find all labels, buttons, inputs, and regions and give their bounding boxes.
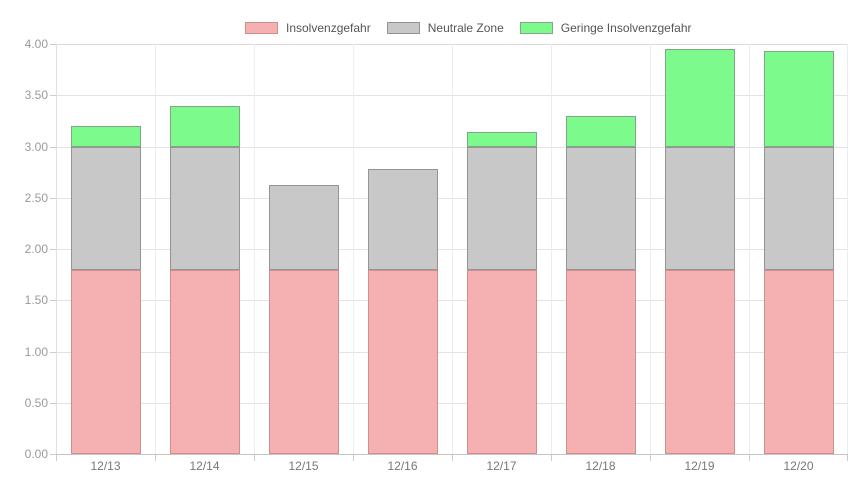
plot-area (50, 44, 848, 461)
y-tick-label: 3.00 (24, 139, 48, 154)
legend-swatch-red (245, 22, 278, 34)
x-axis-tick (353, 455, 354, 461)
bar-segment-12/13-neutrale-zone[interactable] (70, 146, 141, 270)
y-axis-tick (50, 403, 56, 404)
bar-segment-12/16-insolvenzgefahr[interactable] (367, 269, 438, 454)
bar-segment-12/14-insolvenzgefahr[interactable] (169, 269, 240, 454)
bar-segment-12/20-insolvenzgefahr[interactable] (763, 269, 834, 454)
y-axis-tick (50, 147, 56, 148)
y-axis-tick (50, 352, 56, 353)
bar-segment-12/16-neutrale-zone[interactable] (367, 169, 438, 270)
v-gridline (452, 44, 453, 454)
bar-segment-12/19-geringe-insolvenzgefahr[interactable] (664, 49, 735, 147)
y-axis-tick (50, 44, 56, 45)
legend-item-insolvenzgefahr[interactable]: Insolvenzgefahr (245, 21, 371, 35)
v-gridline (551, 44, 552, 454)
y-axis-tick (50, 300, 56, 301)
legend-item-neutrale-zone[interactable]: Neutrale Zone (386, 21, 504, 35)
y-tick-label: 4.00 (24, 37, 48, 51)
y-tick-label: 0.50 (24, 395, 48, 410)
bar-segment-12/18-insolvenzgefahr[interactable] (565, 269, 636, 454)
v-gridline (353, 44, 354, 454)
x-tick-label: 12/18 (585, 459, 616, 473)
legend-label-neutrale-zone: Neutrale Zone (427, 21, 504, 35)
v-gridline (155, 44, 156, 454)
y-axis-tick (50, 454, 56, 455)
y-tick-label: 3.50 (24, 88, 48, 103)
v-gridline (650, 44, 651, 454)
bar-segment-12/13-geringe-insolvenzgefahr[interactable] (70, 126, 141, 147)
legend-label-insolvenzgefahr: Insolvenzgefahr (286, 21, 371, 35)
x-axis-tick (155, 455, 156, 461)
x-tick-label: 12/14 (189, 459, 220, 473)
x-tick-label: 12/20 (783, 459, 814, 473)
bar-segment-12/19-neutrale-zone[interactable] (664, 146, 735, 270)
bar-segment-12/18-geringe-insolvenzgefahr[interactable] (565, 115, 636, 147)
chart-legend: Insolvenzgefahr Neutrale Zone Geringe In… (245, 21, 692, 35)
x-tick-label: 12/17 (486, 459, 517, 473)
bar-segment-12/14-geringe-insolvenzgefahr[interactable] (169, 105, 240, 147)
x-tick-label: 12/19 (684, 459, 715, 473)
y-axis-tick (50, 198, 56, 199)
y-tick-label: 1.00 (24, 344, 48, 359)
bar-segment-12/20-geringe-insolvenzgefahr[interactable] (763, 51, 834, 147)
x-tick-label: 12/15 (288, 459, 319, 473)
bar-segment-12/17-geringe-insolvenzgefahr[interactable] (466, 132, 537, 147)
bar-segment-12/19-insolvenzgefahr[interactable] (664, 269, 735, 454)
legend-swatch-green (519, 22, 553, 34)
bar-segment-12/13-insolvenzgefahr[interactable] (70, 269, 141, 454)
y-tick-label: 0.00 (24, 447, 48, 461)
bar-segment-12/17-neutrale-zone[interactable] (466, 146, 537, 270)
y-tick-label: 2.00 (24, 242, 48, 256)
x-axis-tick (452, 455, 453, 461)
x-axis-tick (254, 455, 255, 461)
bar-segment-12/15-insolvenzgefahr[interactable] (268, 269, 339, 454)
x-axis-tick (56, 455, 57, 461)
x-axis-tick (551, 455, 552, 461)
x-axis-tick (650, 455, 651, 461)
bar-segment-12/20-neutrale-zone[interactable] (763, 146, 834, 270)
x-axis-tick (749, 455, 750, 461)
x-tick-label: 12/13 (90, 459, 121, 473)
y-axis-tick (50, 95, 56, 96)
bar-segment-12/17-insolvenzgefahr[interactable] (466, 269, 537, 454)
legend-swatch-gray (386, 22, 420, 34)
bar-segment-12/15-neutrale-zone[interactable] (268, 185, 339, 270)
y-tick-label: 1.50 (24, 293, 48, 308)
y-tick-label: 2.50 (24, 190, 48, 205)
legend-label-geringe-insolvenzgefahr: Geringe Insolvenzgefahr (560, 21, 692, 35)
x-axis-tick (847, 455, 848, 461)
v-gridline (847, 44, 848, 454)
v-gridline (56, 44, 57, 454)
v-gridline (254, 44, 255, 454)
v-gridline (749, 44, 750, 454)
bar-segment-12/18-neutrale-zone[interactable] (565, 146, 636, 270)
x-tick-label: 12/16 (387, 459, 418, 473)
y-axis-tick (50, 249, 56, 250)
legend-item-geringe-insolvenzgefahr[interactable]: Geringe Insolvenzgefahr (519, 21, 692, 35)
bar-segment-12/14-neutrale-zone[interactable] (169, 146, 240, 270)
